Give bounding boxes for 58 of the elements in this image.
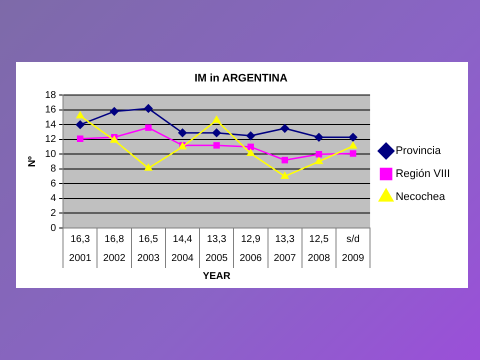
legend-label: Provincia — [396, 145, 442, 158]
point — [144, 164, 152, 171]
y-tick-label: 10 — [45, 148, 57, 160]
legend-label: Necochea — [396, 191, 446, 204]
point — [213, 142, 220, 149]
x-tick-label: 2001 — [69, 252, 92, 264]
x-tick-label: 2008 — [308, 252, 330, 264]
point — [76, 136, 84, 142]
point — [110, 136, 118, 143]
point — [212, 116, 220, 123]
y-tick-label: 12 — [45, 134, 57, 146]
text: 16,5 — [138, 234, 159, 245]
text: 16,8 — [104, 234, 124, 245]
y-tick-label: 2 — [50, 208, 57, 219]
point — [281, 172, 289, 179]
point — [315, 157, 323, 164]
chart-title: IM in ARGENTINA — [194, 72, 288, 85]
legend-label: Región VIII — [396, 168, 450, 180]
x-tick-label: 2003 — [137, 252, 160, 264]
x-tick-label: 2005 — [205, 252, 228, 264]
point — [282, 156, 288, 164]
text: 12,5 — [309, 234, 330, 245]
point — [145, 124, 152, 131]
point — [76, 112, 84, 118]
point — [144, 104, 153, 113]
text: 14,4 — [172, 234, 193, 245]
point — [280, 124, 290, 133]
y-tick-label: 4 — [50, 193, 57, 204]
point — [350, 150, 356, 157]
point — [110, 107, 119, 116]
x-tick-label: 2006 — [240, 252, 262, 264]
y-tick-label: 16 — [45, 104, 57, 116]
point — [76, 120, 84, 129]
y-tick-label: 6 — [50, 178, 57, 190]
point — [246, 132, 255, 140]
point — [348, 133, 358, 142]
text: 12,9 — [240, 234, 261, 245]
x-tick-label: 2009 — [342, 252, 365, 264]
y-tick-label: 18 — [45, 90, 57, 101]
text: 13,3 — [275, 234, 295, 245]
x-tick-label: 2002 — [103, 252, 126, 264]
point — [246, 149, 254, 156]
point — [178, 128, 187, 138]
point — [314, 133, 324, 142]
text: 16,3 — [70, 234, 90, 245]
text: 13,3 — [206, 234, 227, 245]
x-tick-label: 2007 — [274, 252, 296, 264]
x-tick-label: 2004 — [171, 252, 194, 264]
y-axis-title: Nº — [26, 156, 38, 168]
y-tick-label: 14 — [45, 119, 57, 130]
point — [247, 144, 254, 150]
y-tick-label: 8 — [50, 164, 57, 175]
x-axis-title: YEAR — [202, 270, 232, 282]
point — [212, 128, 221, 138]
point — [349, 142, 357, 149]
text: s/d — [346, 234, 360, 245]
point — [316, 151, 322, 158]
y-tick-label: 0 — [50, 222, 57, 234]
